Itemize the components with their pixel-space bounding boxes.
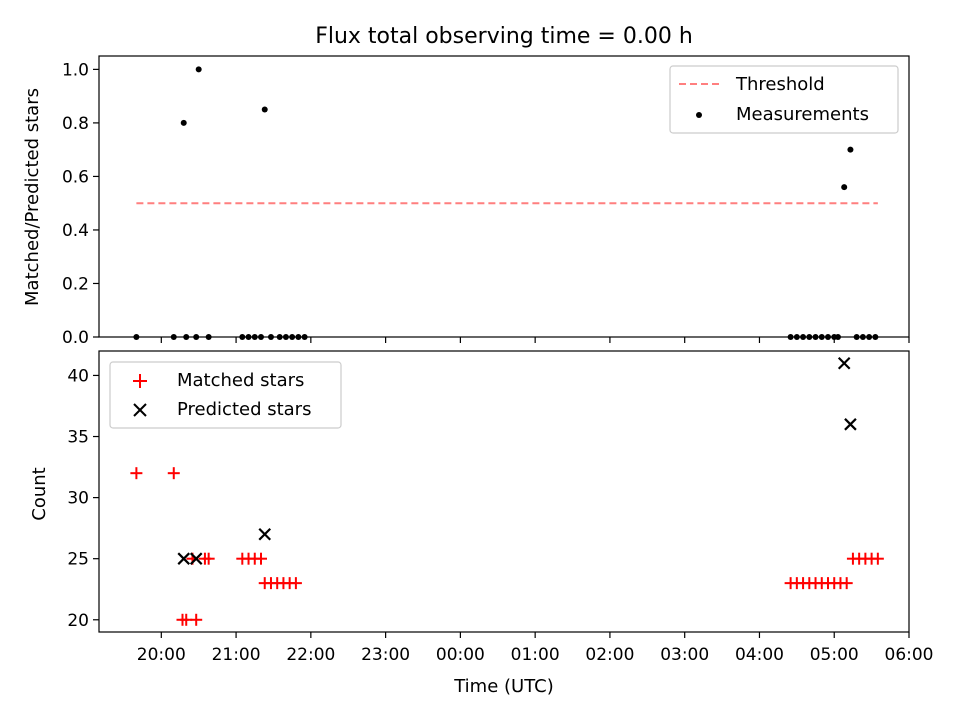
matched-star-point xyxy=(202,552,215,565)
measurement-point xyxy=(818,334,825,340)
top-y-tick-label: 1.0 xyxy=(62,60,89,80)
measurement-point xyxy=(872,334,879,340)
bottom-y-tick-label: 20 xyxy=(67,611,89,631)
measurement-point xyxy=(847,146,854,153)
bottom-x-tick-label: 23:00 xyxy=(361,645,410,665)
measurement-point xyxy=(853,334,860,340)
chart-title: Flux total observing time = 0.00 h xyxy=(315,24,693,49)
measurement-point xyxy=(825,334,831,340)
legend-predicted-swatch xyxy=(133,403,147,417)
matched-star-point xyxy=(289,577,302,590)
measurement-point xyxy=(133,334,140,340)
top-y-tick-label: 0.8 xyxy=(62,114,89,134)
top-legend: Threshold Measurements xyxy=(669,65,899,134)
top-x-axis xyxy=(160,337,910,343)
bottom-legend-box xyxy=(109,361,342,429)
measurement-point xyxy=(193,334,200,340)
measurement-point xyxy=(239,334,246,340)
matched-stars-series xyxy=(130,467,884,626)
bottom-y-axis: 20 25 30 35 40 xyxy=(67,366,99,631)
top-legend-box xyxy=(669,65,899,134)
bottom-x-tick-label: 04:00 xyxy=(735,645,784,665)
bottom-x-tick-label: 06:00 xyxy=(885,645,934,665)
predicted-star-point xyxy=(844,418,857,431)
measurement-point xyxy=(282,334,289,340)
bottom-x-tick-label: 00:00 xyxy=(436,645,485,665)
bottom-x-tick-label: 05:00 xyxy=(810,645,859,665)
measurement-point xyxy=(301,334,308,340)
bottom-x-tick-label: 21:00 xyxy=(212,645,261,665)
matched-star-point xyxy=(130,467,143,480)
measurement-point xyxy=(812,334,819,340)
top-y-tick-label: 0.2 xyxy=(62,274,89,294)
measurement-point xyxy=(859,334,866,340)
legend-measurements-swatch xyxy=(696,112,702,118)
bottom-y-tick-label: 35 xyxy=(67,428,89,448)
top-y-tick-label: 0.0 xyxy=(62,328,89,348)
measurement-point xyxy=(205,334,212,340)
measurement-point xyxy=(800,334,807,340)
measurement-point xyxy=(245,334,252,340)
bottom-x-tick-label: 22:00 xyxy=(286,645,335,665)
measurements-series xyxy=(133,66,879,340)
measurement-point xyxy=(183,334,190,340)
bottom-x-tick-label: 01:00 xyxy=(511,645,560,665)
predicted-star-point xyxy=(189,552,203,565)
bottom-x-tick-label: 02:00 xyxy=(585,645,634,665)
legend-predicted-label: Predicted stars xyxy=(177,399,311,420)
measurement-point xyxy=(251,334,258,340)
measurement-point xyxy=(258,334,264,340)
predicted-star-point xyxy=(837,356,851,370)
measurement-point xyxy=(180,119,187,126)
bottom-panel: 20 25 30 35 40 20:00 21:00 22:00 23:00 00:00 01:0… xyxy=(29,350,934,697)
bottom-y-tick-label: 25 xyxy=(67,550,89,570)
measurement-point xyxy=(834,334,841,340)
predicted-star-point xyxy=(177,552,191,565)
measurement-point xyxy=(793,334,800,340)
matched-star-point xyxy=(840,577,853,590)
measurement-point xyxy=(866,334,873,340)
measurement-point xyxy=(295,334,302,340)
top-y-tick-label: 0.6 xyxy=(62,167,89,187)
top-y-axis-label: Matched/Predicted stars xyxy=(22,88,43,306)
measurement-point xyxy=(170,334,177,340)
measurement-point xyxy=(267,334,274,340)
legend-matched-swatch xyxy=(133,374,147,388)
bottom-x-tick-label: 20:00 xyxy=(137,645,186,665)
legend-matched-label: Matched stars xyxy=(177,370,304,391)
bottom-x-axis-label: Time (UTC) xyxy=(453,676,554,697)
matched-star-point xyxy=(871,552,884,565)
matched-star-point xyxy=(255,552,267,565)
top-panel: 0.0 0.2 0.4 0.6 0.8 1.0 Matched/Predicted sta… xyxy=(22,55,910,348)
measurement-point xyxy=(841,184,848,191)
bottom-y-tick-label: 30 xyxy=(67,489,89,509)
measurement-point xyxy=(289,334,296,340)
predicted-star-point xyxy=(258,527,272,541)
measurement-point xyxy=(195,66,202,73)
bottom-x-tick-label: 03:00 xyxy=(660,645,709,665)
measurement-point xyxy=(276,334,283,340)
bottom-x-axis: 20:00 21:00 22:00 23:00 00:00 01:00 02:00 03:00… xyxy=(137,632,934,665)
matched-star-point xyxy=(190,613,203,626)
measurement-point xyxy=(806,334,813,340)
bottom-y-axis-label: Count xyxy=(29,467,50,520)
matched-star-point xyxy=(167,467,180,480)
measurement-point xyxy=(787,334,794,340)
legend-measurements-label: Measurements xyxy=(736,104,869,125)
bottom-y-tick-label: 40 xyxy=(67,366,89,386)
bottom-legend: Matched stars Predicted stars xyxy=(109,361,342,429)
measurement-point xyxy=(261,106,268,113)
top-y-tick-label: 0.4 xyxy=(62,221,89,241)
legend-threshold-label: Threshold xyxy=(735,74,825,95)
top-y-axis: 0.0 0.2 0.4 0.6 0.8 1.0 xyxy=(62,60,99,348)
predicted-stars-series xyxy=(177,356,857,565)
